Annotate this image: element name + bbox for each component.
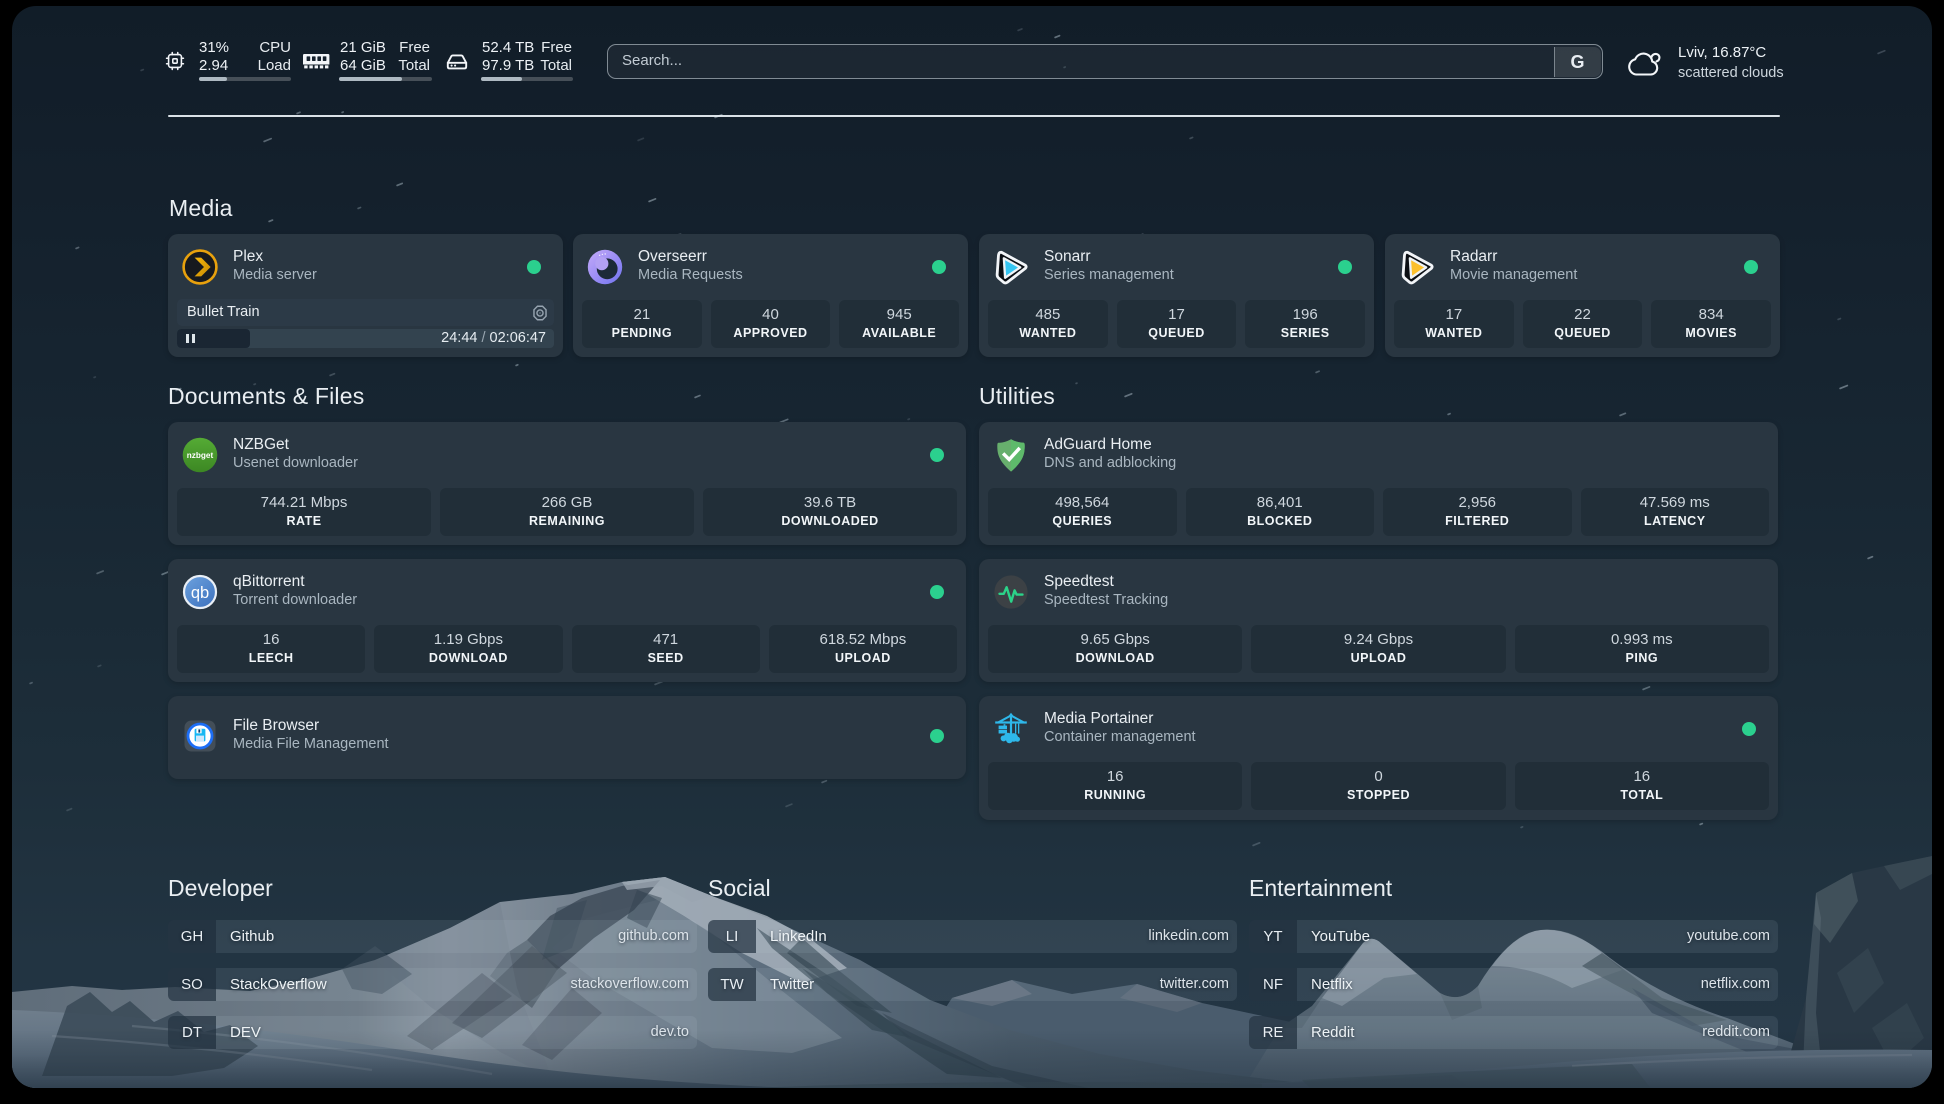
svg-text:qb: qb — [191, 584, 209, 602]
svg-text:nzbget: nzbget — [187, 451, 214, 460]
